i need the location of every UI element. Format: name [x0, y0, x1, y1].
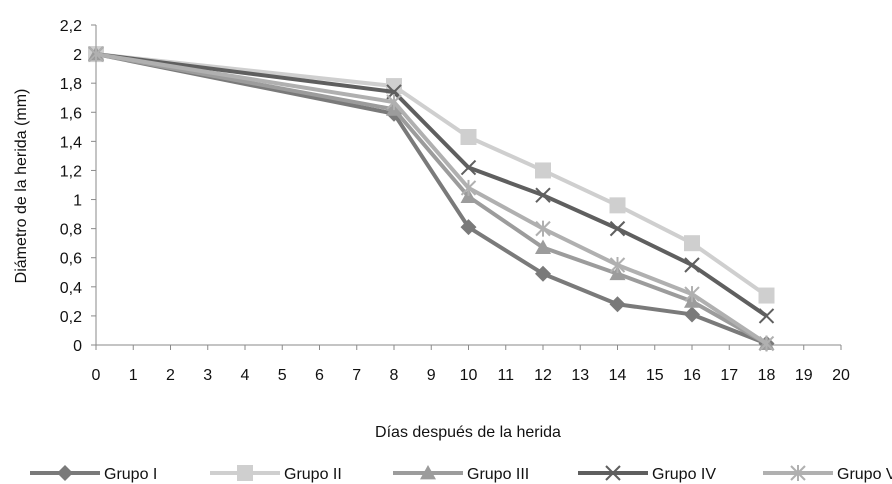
data-point	[460, 179, 477, 196]
data-point	[535, 265, 551, 282]
x-tick-label: 2	[166, 367, 175, 384]
legend-item: Grupo V	[763, 465, 892, 483]
x-tick-label: 15	[646, 367, 664, 384]
y-tick-label: 1,8	[60, 76, 82, 93]
x-tick-label: 13	[571, 367, 589, 384]
x-tick-label: 19	[795, 367, 813, 384]
legend-marker	[420, 465, 436, 480]
data-point	[609, 197, 626, 214]
data-point	[758, 287, 775, 304]
x-tick-label: 10	[460, 367, 478, 384]
x-tick-label: 5	[278, 367, 287, 384]
data-point	[460, 129, 477, 145]
series-3	[88, 46, 775, 350]
legend: Grupo I Grupo II Grupo III Grupo IV Grupo V	[30, 465, 892, 483]
x-axis: 0 1 2 3 4 5 6 7 8 9 10 11 12 13 14 15 16 17 18 19 20	[92, 344, 850, 384]
legend-label: Grupo IV	[652, 466, 716, 483]
x-tick-label: 6	[315, 367, 324, 384]
legend-label: Grupo II	[284, 466, 342, 483]
legend-marker	[605, 465, 621, 481]
legend-marker	[57, 465, 73, 481]
legend-item: Grupo III	[393, 465, 529, 483]
x-tick-label: 4	[241, 367, 250, 384]
x-tick-label: 14	[609, 367, 627, 384]
data-point	[88, 46, 104, 63]
y-axis: 0 0,2 0,4 0,6 0,8 1 1,2 1,4 1,6 1,8 2 2,2	[60, 18, 97, 355]
x-tick-label: 7	[352, 367, 361, 384]
x-tick-label: 18	[758, 367, 776, 384]
y-tick-label: 1,2	[60, 163, 82, 180]
y-tick-label: 1,6	[60, 105, 82, 122]
data-point	[460, 219, 477, 236]
data-point	[535, 187, 551, 203]
data-point	[684, 235, 700, 252]
x-tick-label: 11	[497, 367, 514, 384]
series-line	[95, 52, 768, 346]
x-tick-label: 16	[683, 367, 701, 384]
x-tick-label: 12	[534, 367, 552, 384]
series-1	[88, 46, 775, 352]
series-2	[88, 46, 775, 304]
x-tick-label: 8	[390, 367, 399, 384]
x-tick-label: 1	[129, 367, 138, 384]
y-tick-label: 0,8	[60, 222, 82, 239]
y-tick-label: 2,2	[60, 18, 82, 35]
y-tick-label: 0,2	[60, 309, 82, 326]
legend-label: Grupo I	[104, 466, 157, 483]
legend-label: Grupo III	[467, 466, 529, 483]
legend-marker	[790, 465, 806, 481]
series-4	[88, 46, 775, 324]
series-layer	[88, 46, 775, 352]
y-tick-label: 0	[73, 338, 82, 355]
x-tick-label: 9	[427, 367, 436, 384]
data-point	[386, 94, 402, 111]
y-tick-label: 2	[73, 47, 82, 64]
x-axis-title: Días después de la herida	[375, 424, 561, 441]
y-tick-label: 0,4	[60, 280, 82, 297]
data-point	[609, 220, 626, 237]
data-point	[535, 239, 551, 254]
data-point	[684, 257, 700, 273]
series-line	[95, 52, 768, 318]
data-point	[758, 335, 775, 352]
data-point	[535, 220, 551, 237]
data-point	[609, 257, 626, 273]
x-tick-label: 20	[832, 367, 850, 384]
x-tick-label: 0	[92, 367, 101, 384]
legend-item: Grupo II	[210, 465, 342, 483]
legend-marker	[237, 465, 253, 481]
data-point	[460, 159, 477, 176]
y-tick-label: 1	[73, 193, 82, 210]
y-tick-label: 0,6	[60, 251, 82, 268]
data-point	[684, 286, 700, 303]
x-tick-label: 3	[203, 367, 212, 384]
data-point	[535, 162, 551, 179]
data-point	[684, 306, 700, 323]
data-point	[609, 296, 626, 313]
series-line	[95, 52, 768, 298]
legend-item: Grupo I	[30, 465, 157, 483]
series-5	[88, 46, 775, 352]
series-line	[95, 52, 768, 346]
legend-item: Grupo IV	[578, 465, 716, 483]
x-tick-label: 17	[720, 367, 738, 384]
legend-label: Grupo V	[837, 466, 892, 483]
data-point	[758, 308, 775, 324]
y-tick-label: 1,4	[60, 134, 82, 151]
y-axis-title: Diámetro de la herida (mm)	[13, 89, 30, 284]
series-line	[95, 52, 768, 346]
